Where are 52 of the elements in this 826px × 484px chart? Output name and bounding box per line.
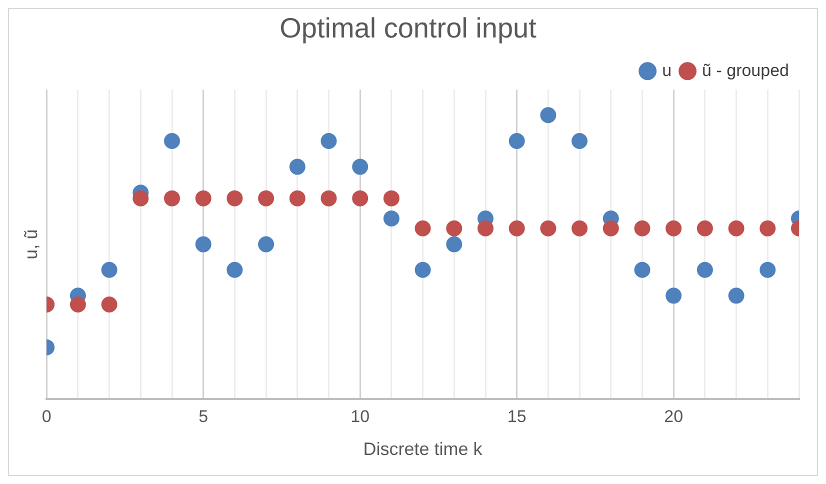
x-tick-label: 20 (664, 406, 684, 426)
point (320, 190, 337, 206)
point (70, 296, 86, 312)
point (760, 262, 776, 278)
point (634, 220, 650, 236)
point (728, 220, 744, 236)
point (258, 236, 274, 252)
point (728, 288, 744, 304)
x-tick-label: 5 (198, 406, 208, 426)
legend-label: ũ - grouped (702, 60, 789, 80)
point (195, 236, 212, 252)
point (540, 220, 556, 236)
x-axis-title: Discrete time k (363, 439, 484, 460)
point (164, 132, 180, 149)
x-tick-label: 0 (42, 406, 52, 426)
point (414, 220, 431, 236)
point (383, 190, 400, 206)
point (289, 190, 306, 206)
point (164, 190, 180, 206)
point (352, 190, 368, 206)
point (320, 132, 337, 149)
y-axis-title: u, ũ (20, 229, 41, 260)
point (666, 220, 682, 236)
point (226, 262, 243, 278)
point (383, 210, 400, 226)
chart-title: Optimal control input (280, 12, 537, 44)
x-tick-label: 10 (350, 406, 370, 426)
point (572, 132, 588, 149)
x-tick-label: 15 (507, 406, 526, 426)
point (101, 296, 118, 312)
point (666, 288, 682, 304)
point (508, 132, 525, 149)
point (508, 220, 525, 236)
point (478, 220, 494, 236)
point (602, 220, 619, 236)
legend-label: u (662, 60, 672, 80)
point (696, 262, 713, 278)
point (226, 190, 243, 206)
point (414, 262, 431, 278)
point (634, 262, 650, 278)
point (446, 236, 462, 252)
point (195, 190, 212, 206)
point (101, 262, 118, 278)
point (540, 107, 556, 124)
point (352, 158, 368, 175)
point (760, 220, 776, 236)
point (258, 190, 274, 206)
point (289, 158, 306, 175)
point (132, 190, 149, 206)
point (446, 220, 462, 236)
point (696, 220, 713, 236)
point (572, 220, 588, 236)
